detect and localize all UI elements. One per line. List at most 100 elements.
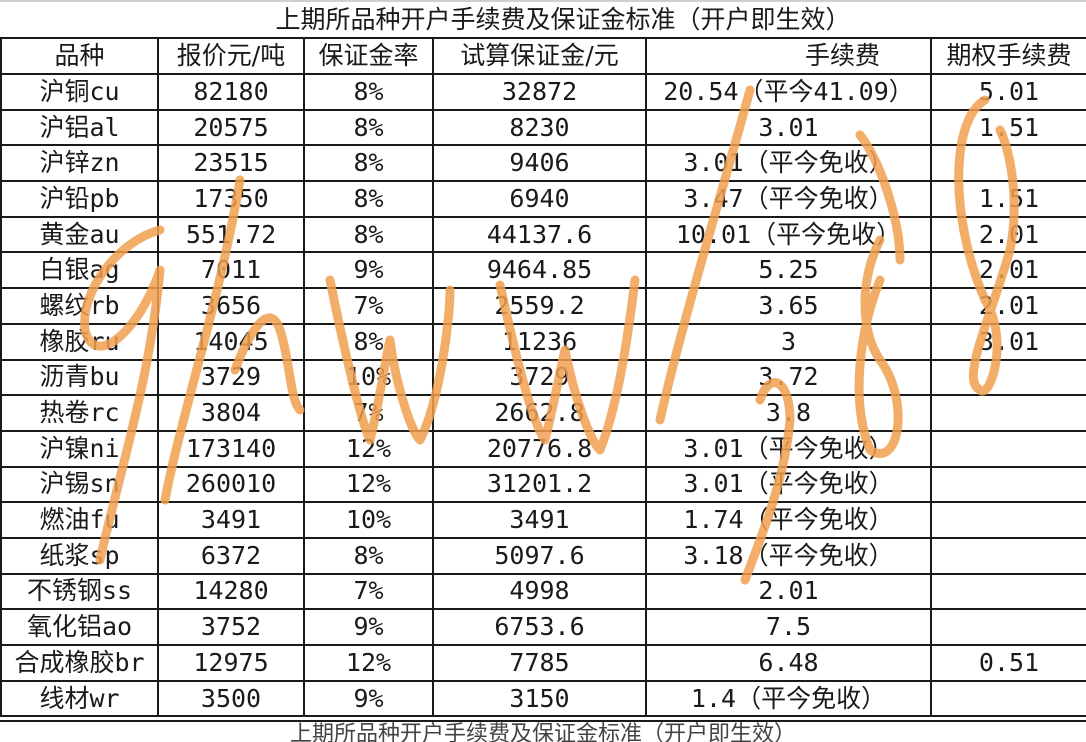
cell-margin-amount[interactable]: 20776.8 <box>432 429 647 468</box>
cell-fee[interactable]: 1.4（平今免收） <box>645 679 932 718</box>
cell-option-fee[interactable]: 1.51 <box>930 180 1086 218</box>
cell-fee[interactable]: 2.01 <box>645 572 932 611</box>
cell-margin-rate[interactable]: 12% <box>303 465 434 504</box>
cell-price[interactable]: 3491 <box>157 501 305 539</box>
cell-price[interactable]: 20575 <box>157 108 305 147</box>
cell-fee[interactable]: 5.25 <box>645 251 932 290</box>
cell-fee[interactable]: 3 <box>645 322 932 361</box>
cell-product[interactable]: 沪铝al <box>0 108 159 147</box>
cell-price[interactable]: 14045 <box>157 322 305 361</box>
cell-fee[interactable]: 3.01（平今免收） <box>645 429 932 468</box>
cell-price[interactable]: 551.72 <box>157 215 305 254</box>
cell-product[interactable]: 沪镍ni <box>0 429 159 468</box>
cell-fee[interactable]: 20.54（平今41.09） <box>645 73 932 111</box>
cell-margin-amount[interactable]: 3729 <box>432 358 647 397</box>
cell-option-fee[interactable] <box>930 394 1086 432</box>
cell-margin-rate[interactable]: 8% <box>303 73 434 111</box>
cell-price[interactable]: 7011 <box>157 251 305 290</box>
cell-margin-rate[interactable]: 8% <box>303 536 434 575</box>
cell-option-fee[interactable]: 1.51 <box>930 108 1086 147</box>
cell-price[interactable]: 260010 <box>157 465 305 504</box>
cell-margin-amount[interactable]: 2559.2 <box>432 287 647 325</box>
cell-product[interactable]: 沪铜cu <box>0 73 159 111</box>
cell-option-fee[interactable] <box>930 536 1086 575</box>
cell-option-fee[interactable] <box>930 572 1086 611</box>
cell-price[interactable]: 12975 <box>157 644 305 682</box>
cell-fee[interactable]: 6.48 <box>645 644 932 682</box>
cell-product[interactable]: 燃油fu <box>0 501 159 539</box>
cell-fee[interactable]: 7.5 <box>645 608 932 646</box>
cell-price[interactable]: 3500 <box>157 679 305 718</box>
cell-margin-rate[interactable]: 12% <box>303 644 434 682</box>
cell-margin-rate[interactable]: 7% <box>303 287 434 325</box>
cell-margin-amount[interactable]: 3150 <box>432 679 647 718</box>
cell-fee[interactable]: 3.65 <box>645 287 932 325</box>
cell-product[interactable]: 线材wr <box>0 679 159 718</box>
cell-price[interactable]: 3729 <box>157 358 305 397</box>
cell-option-fee[interactable] <box>930 465 1086 504</box>
header-cell-option-fee[interactable]: 期权手续费 <box>930 37 1086 75</box>
cell-option-fee[interactable] <box>930 679 1086 718</box>
cell-margin-amount[interactable]: 6940 <box>432 180 647 218</box>
cell-margin-rate[interactable]: 7% <box>303 572 434 611</box>
cell-product[interactable]: 黄金au <box>0 215 159 254</box>
cell-price[interactable]: 17350 <box>157 180 305 218</box>
cell-product[interactable]: 纸浆sp <box>0 536 159 575</box>
cell-margin-amount[interactable]: 4998 <box>432 572 647 611</box>
cell-option-fee[interactable]: 2.01 <box>930 215 1086 254</box>
header-cell-margin-amount[interactable]: 试算保证金/元 <box>432 37 647 75</box>
cell-margin-rate[interactable]: 8% <box>303 215 434 254</box>
cell-margin-amount[interactable]: 7785 <box>432 644 647 682</box>
cell-product[interactable]: 沪铅pb <box>0 180 159 218</box>
header-cell-margin-rate[interactable]: 保证金率 <box>303 37 434 75</box>
cell-margin-amount[interactable]: 31201.2 <box>432 465 647 504</box>
cell-product[interactable]: 热卷rc <box>0 394 159 432</box>
cell-margin-rate[interactable]: 10% <box>303 358 434 397</box>
cell-option-fee[interactable] <box>930 501 1086 539</box>
cell-product[interactable]: 氧化铝ao <box>0 608 159 646</box>
cell-margin-rate[interactable]: 9% <box>303 679 434 718</box>
cell-product[interactable]: 沪锡sn <box>0 465 159 504</box>
cell-product[interactable]: 沥青bu <box>0 358 159 397</box>
cell-price[interactable]: 3656 <box>157 287 305 325</box>
cell-margin-amount[interactable]: 9406 <box>432 144 647 183</box>
cell-price[interactable]: 14280 <box>157 572 305 611</box>
cell-price[interactable]: 6372 <box>157 536 305 575</box>
cell-price[interactable]: 23515 <box>157 144 305 183</box>
cell-fee[interactable]: 1.74（平今免收） <box>645 501 932 539</box>
cell-option-fee[interactable]: 2.01 <box>930 251 1086 290</box>
cell-product[interactable]: 螺纹rb <box>0 287 159 325</box>
cell-fee[interactable]: 10.01（平今免收） <box>645 215 932 254</box>
cell-margin-amount[interactable]: 2662.8 <box>432 394 647 432</box>
cell-product[interactable]: 白银ag <box>0 251 159 290</box>
cell-margin-amount[interactable]: 5097.6 <box>432 536 647 575</box>
cell-fee[interactable]: 3.01（平今免收） <box>645 465 932 504</box>
cell-option-fee[interactable]: 0.51 <box>930 644 1086 682</box>
cell-option-fee[interactable] <box>930 144 1086 183</box>
cell-option-fee[interactable] <box>930 358 1086 397</box>
cell-fee[interactable]: 3.47（平今免收） <box>645 180 932 218</box>
cell-option-fee[interactable]: 5.01 <box>930 73 1086 111</box>
cell-margin-amount[interactable]: 9464.85 <box>432 251 647 290</box>
header-cell-price[interactable]: 报价元/吨 <box>157 37 305 75</box>
cell-fee[interactable]: 3.01（平今免收） <box>645 144 932 183</box>
cell-margin-amount[interactable]: 3491 <box>432 501 647 539</box>
cell-margin-rate[interactable]: 8% <box>303 144 434 183</box>
cell-margin-rate[interactable]: 12% <box>303 429 434 468</box>
header-cell-product[interactable]: 品种 <box>0 37 159 75</box>
cell-margin-rate[interactable]: 8% <box>303 180 434 218</box>
cell-margin-amount[interactable]: 8230 <box>432 108 647 147</box>
header-cell-fee[interactable]: 手续费 <box>645 37 932 75</box>
cell-price[interactable]: 3752 <box>157 608 305 646</box>
cell-price[interactable]: 3804 <box>157 394 305 432</box>
cell-option-fee[interactable]: 2.01 <box>930 287 1086 325</box>
cell-fee[interactable]: 3.18（平今免收） <box>645 536 932 575</box>
cell-option-fee[interactable]: 3.01 <box>930 322 1086 361</box>
cell-margin-rate[interactable]: 10% <box>303 501 434 539</box>
cell-margin-rate[interactable]: 9% <box>303 251 434 290</box>
cell-margin-amount[interactable]: 32872 <box>432 73 647 111</box>
cell-fee[interactable]: 3.01 <box>645 108 932 147</box>
cell-product[interactable]: 沪锌zn <box>0 144 159 183</box>
cell-margin-rate[interactable]: 8% <box>303 322 434 361</box>
cell-margin-rate[interactable]: 8% <box>303 108 434 147</box>
